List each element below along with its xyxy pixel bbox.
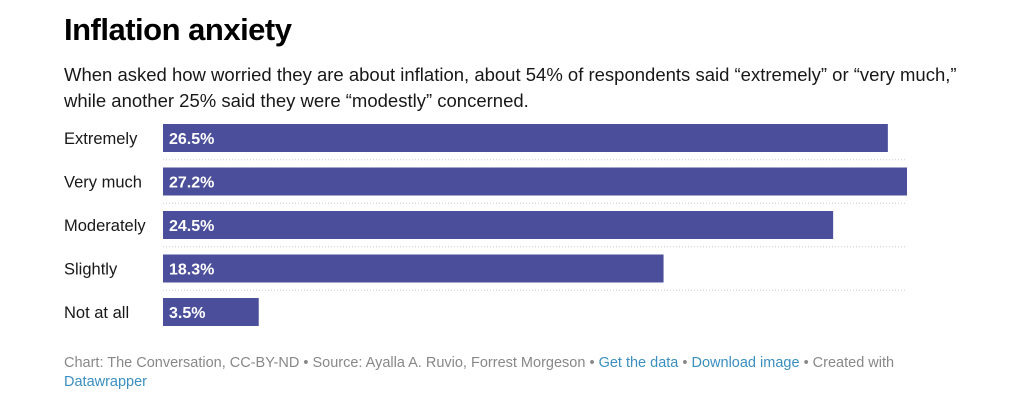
chart-title: Inflation anxiety: [64, 12, 292, 47]
footer-separator: •: [803, 355, 809, 371]
footer-separator: •: [303, 355, 309, 371]
bar-chart: Extremely 26.5% Very much 27.2% Moderately 24…: [64, 124, 907, 326]
value-label: 3.5%: [169, 305, 205, 322]
footer-credit: Chart: The Conversation, CC-BY-ND: [64, 355, 300, 371]
footer-created-with: Created with: [812, 355, 895, 371]
footer-source: Source: Ayalla A. Ruvio, Forrest Morgeso…: [312, 355, 586, 371]
category-label: Slightly: [64, 261, 118, 279]
bar: [163, 124, 888, 152]
value-label: 24.5%: [169, 218, 214, 235]
category-label: Very much: [64, 174, 142, 192]
chart-subtitle: When asked how worried they are about in…: [64, 64, 957, 111]
footer-separator: •: [682, 355, 688, 371]
datawrapper-link[interactable]: Datawrapper: [64, 374, 148, 390]
value-label: 18.3%: [169, 262, 214, 279]
bar: [163, 211, 834, 239]
bar: [163, 298, 259, 326]
value-label: 26.5%: [169, 131, 214, 148]
category-label: Not at all: [64, 304, 129, 322]
footer-separator: •: [589, 355, 595, 371]
get-data-link[interactable]: Get the data: [598, 355, 679, 371]
category-label: Moderately: [64, 217, 146, 235]
bar: [163, 254, 664, 283]
bar: [163, 167, 907, 196]
value-label: 27.2%: [169, 175, 214, 192]
download-image-link[interactable]: Download image: [691, 355, 800, 371]
chart-footer: Chart: The Conversation, CC-BY-ND • Sour…: [64, 354, 944, 392]
category-label: Extremely: [64, 130, 138, 148]
